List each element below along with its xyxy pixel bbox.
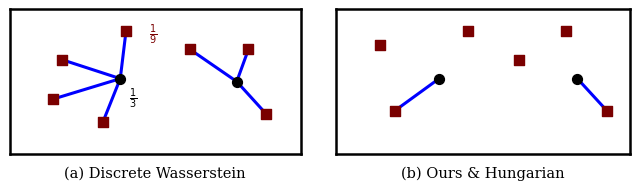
Point xyxy=(243,48,253,51)
Point xyxy=(572,77,582,80)
Point xyxy=(232,80,242,83)
Text: (b) Ours & Hungarian: (b) Ours & Hungarian xyxy=(401,167,565,181)
Text: $\frac{1}{3}$: $\frac{1}{3}$ xyxy=(129,87,137,111)
Point xyxy=(115,77,125,80)
Point xyxy=(463,29,474,32)
Point xyxy=(185,48,195,51)
Point xyxy=(561,29,571,32)
Text: $\frac{1}{9}$: $\frac{1}{9}$ xyxy=(149,23,157,47)
Point xyxy=(602,109,612,112)
Point xyxy=(260,112,271,115)
Point xyxy=(98,121,108,124)
Point xyxy=(434,77,444,80)
Point xyxy=(48,97,58,101)
Point xyxy=(513,58,524,61)
Point xyxy=(375,44,385,47)
Point xyxy=(57,58,67,61)
Text: (a) Discrete Wasserstein: (a) Discrete Wasserstein xyxy=(65,167,246,181)
Point xyxy=(121,29,131,32)
Point xyxy=(390,109,400,112)
